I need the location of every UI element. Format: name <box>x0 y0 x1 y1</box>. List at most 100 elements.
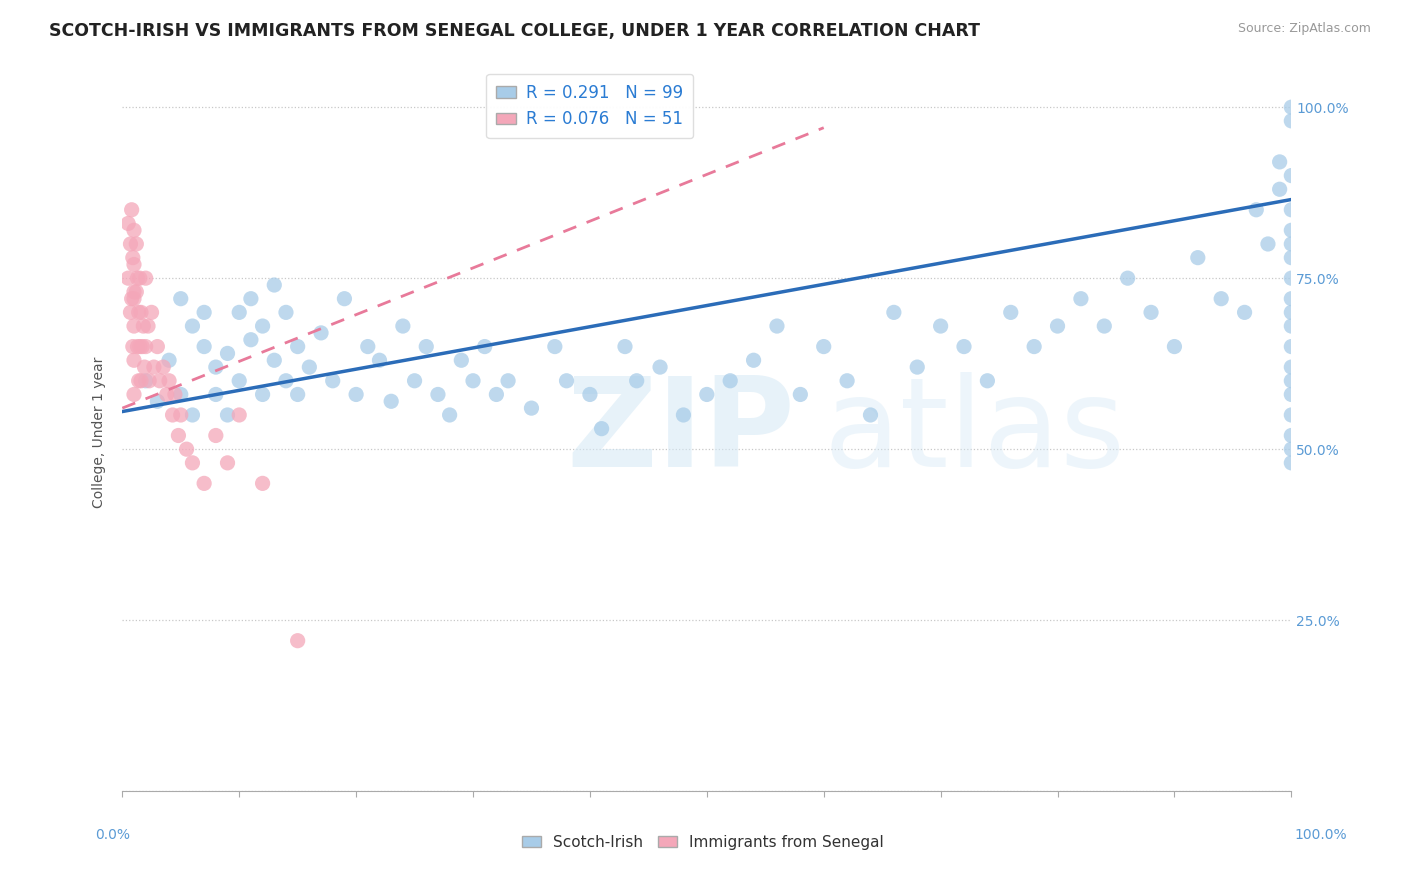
Point <box>129 305 152 319</box>
Point <box>252 387 274 401</box>
Point <box>474 340 496 354</box>
Point <box>217 456 239 470</box>
Point <box>135 374 157 388</box>
Point <box>157 353 180 368</box>
Point <box>117 217 139 231</box>
Point <box>1279 202 1302 217</box>
Point <box>1211 292 1233 306</box>
Point <box>193 340 215 354</box>
Point <box>181 408 204 422</box>
Point <box>146 340 169 354</box>
Point <box>128 271 150 285</box>
Point <box>170 387 193 401</box>
Text: ZIP: ZIP <box>567 372 796 492</box>
Point <box>591 422 613 436</box>
Point <box>217 408 239 422</box>
Point <box>228 408 250 422</box>
Point <box>127 271 149 285</box>
Point <box>135 340 157 354</box>
Point <box>163 387 186 401</box>
Point <box>181 319 204 334</box>
Point <box>1279 456 1302 470</box>
Point <box>648 360 671 375</box>
Point <box>134 360 156 375</box>
Point <box>614 340 637 354</box>
Point <box>274 374 297 388</box>
Point <box>287 387 309 401</box>
Point <box>142 360 165 375</box>
Text: 100.0%: 100.0% <box>1295 828 1347 842</box>
Point <box>120 237 142 252</box>
Point <box>1233 305 1256 319</box>
Point <box>127 340 149 354</box>
Point <box>157 374 180 388</box>
Point <box>167 428 190 442</box>
Point <box>1279 292 1302 306</box>
Text: 0.0%: 0.0% <box>96 828 131 842</box>
Point <box>1024 340 1046 354</box>
Point <box>1279 271 1302 285</box>
Point <box>1116 271 1139 285</box>
Point <box>1187 251 1209 265</box>
Point <box>129 374 152 388</box>
Point <box>322 374 344 388</box>
Point <box>1092 319 1115 334</box>
Point <box>274 305 297 319</box>
Point <box>217 346 239 360</box>
Point <box>742 353 765 368</box>
Point <box>976 374 998 388</box>
Point <box>181 456 204 470</box>
Point <box>205 428 228 442</box>
Legend: Scotch-Irish, Immigrants from Senegal: Scotch-Irish, Immigrants from Senegal <box>516 829 890 855</box>
Point <box>121 340 143 354</box>
Point <box>156 387 179 401</box>
Point <box>1279 442 1302 457</box>
Point <box>1140 305 1163 319</box>
Point <box>205 387 228 401</box>
Point <box>120 305 142 319</box>
Point <box>176 442 198 457</box>
Point <box>287 340 309 354</box>
Point <box>122 285 145 299</box>
Point <box>1279 428 1302 442</box>
Point <box>859 408 882 422</box>
Point <box>228 305 250 319</box>
Point <box>333 292 356 306</box>
Point <box>1279 223 1302 237</box>
Point <box>128 340 150 354</box>
Point <box>1279 113 1302 128</box>
Point <box>122 292 145 306</box>
Point <box>122 258 145 272</box>
Point <box>170 292 193 306</box>
Point <box>1000 305 1022 319</box>
Point <box>696 387 718 401</box>
Point <box>426 387 449 401</box>
Point <box>193 305 215 319</box>
Point <box>1279 100 1302 114</box>
Point <box>1046 319 1069 334</box>
Text: Source: ZipAtlas.com: Source: ZipAtlas.com <box>1237 22 1371 36</box>
Text: SCOTCH-IRISH VS IMMIGRANTS FROM SENEGAL COLLEGE, UNDER 1 YEAR CORRELATION CHART: SCOTCH-IRISH VS IMMIGRANTS FROM SENEGAL … <box>49 22 980 40</box>
Point <box>1279 251 1302 265</box>
Point <box>128 305 150 319</box>
Point <box>205 360 228 375</box>
Point <box>357 340 380 354</box>
Text: atlas: atlas <box>824 372 1126 492</box>
Point <box>1268 155 1291 169</box>
Point <box>789 387 811 401</box>
Point <box>404 374 426 388</box>
Legend: R = 0.291   N = 99, R = 0.076   N = 51: R = 0.291 N = 99, R = 0.076 N = 51 <box>486 74 693 138</box>
Point <box>485 387 508 401</box>
Point <box>579 387 602 401</box>
Point <box>766 319 789 334</box>
Point <box>953 340 976 354</box>
Point <box>125 285 148 299</box>
Point <box>450 353 472 368</box>
Point <box>368 353 391 368</box>
Point <box>252 319 274 334</box>
Point <box>1279 408 1302 422</box>
Point <box>813 340 835 354</box>
Point <box>905 360 928 375</box>
Point <box>672 408 695 422</box>
Point <box>263 278 285 293</box>
